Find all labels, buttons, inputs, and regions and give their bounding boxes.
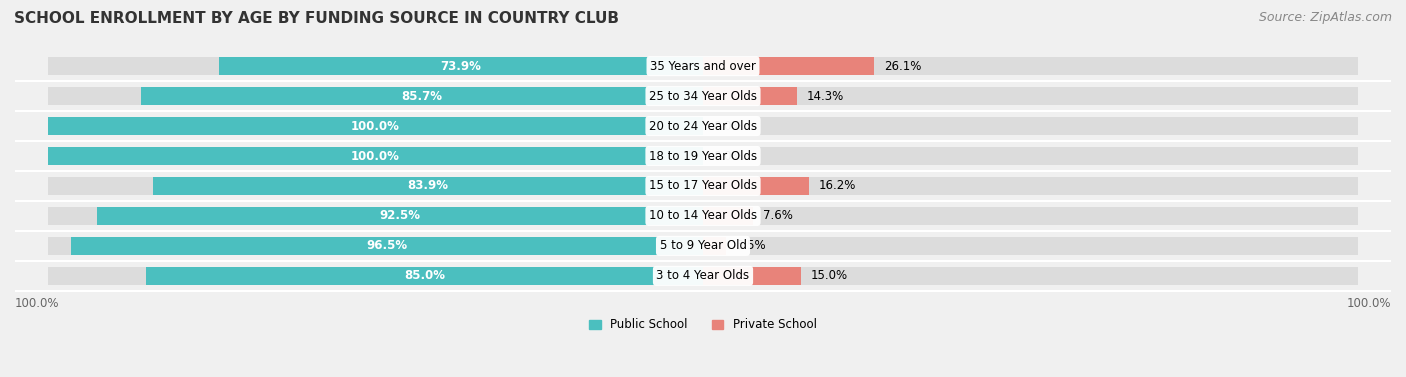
Text: 3 to 4 Year Olds: 3 to 4 Year Olds — [657, 269, 749, 282]
Text: 100.0%: 100.0% — [1347, 297, 1391, 310]
Legend: Public School, Private School: Public School, Private School — [585, 314, 821, 336]
Bar — [703, 87, 797, 106]
Text: 92.5%: 92.5% — [380, 209, 420, 222]
Text: 15 to 17 Year Olds: 15 to 17 Year Olds — [650, 179, 756, 193]
Bar — [48, 207, 703, 225]
Bar — [703, 117, 1358, 135]
Bar — [703, 57, 875, 75]
Bar — [703, 237, 725, 255]
Text: 15.0%: 15.0% — [811, 269, 848, 282]
Text: 0.0%: 0.0% — [713, 120, 742, 133]
Bar — [703, 177, 808, 195]
Text: 26.1%: 26.1% — [884, 60, 921, 73]
Text: Source: ZipAtlas.com: Source: ZipAtlas.com — [1258, 11, 1392, 24]
Bar — [703, 57, 1358, 75]
Text: 73.9%: 73.9% — [440, 60, 481, 73]
Text: 14.3%: 14.3% — [807, 90, 844, 103]
Text: 35 Years and over: 35 Years and over — [650, 60, 756, 73]
Bar — [48, 177, 703, 195]
Text: 85.7%: 85.7% — [402, 90, 443, 103]
Bar — [703, 267, 801, 285]
Text: 5 to 9 Year Old: 5 to 9 Year Old — [659, 239, 747, 252]
Bar — [48, 117, 703, 135]
Bar — [146, 267, 703, 285]
Bar — [48, 147, 703, 165]
Bar — [703, 147, 1358, 165]
Text: 96.5%: 96.5% — [367, 239, 408, 252]
Bar — [142, 87, 703, 106]
Bar — [703, 207, 752, 225]
Bar — [153, 177, 703, 195]
Bar — [48, 237, 703, 255]
Text: 20 to 24 Year Olds: 20 to 24 Year Olds — [650, 120, 756, 133]
Bar — [703, 207, 1358, 225]
Text: 100.0%: 100.0% — [352, 150, 399, 162]
Text: SCHOOL ENROLLMENT BY AGE BY FUNDING SOURCE IN COUNTRY CLUB: SCHOOL ENROLLMENT BY AGE BY FUNDING SOUR… — [14, 11, 619, 26]
Bar — [703, 87, 1358, 106]
Bar — [97, 207, 703, 225]
Bar — [48, 147, 703, 165]
Bar — [703, 177, 1358, 195]
Text: 10 to 14 Year Olds: 10 to 14 Year Olds — [650, 209, 756, 222]
Bar — [219, 57, 703, 75]
Text: 0.0%: 0.0% — [713, 150, 742, 162]
Bar — [703, 237, 1358, 255]
Bar — [70, 237, 703, 255]
Text: 7.6%: 7.6% — [762, 209, 793, 222]
Text: 85.0%: 85.0% — [404, 269, 446, 282]
Bar — [48, 267, 703, 285]
Text: 3.5%: 3.5% — [735, 239, 765, 252]
Bar — [48, 87, 703, 106]
Text: 18 to 19 Year Olds: 18 to 19 Year Olds — [650, 150, 756, 162]
Text: 83.9%: 83.9% — [408, 179, 449, 193]
Bar — [48, 57, 703, 75]
Text: 16.2%: 16.2% — [818, 179, 856, 193]
Bar — [703, 267, 1358, 285]
Text: 100.0%: 100.0% — [15, 297, 59, 310]
Text: 25 to 34 Year Olds: 25 to 34 Year Olds — [650, 90, 756, 103]
Bar — [48, 117, 703, 135]
Text: 100.0%: 100.0% — [352, 120, 399, 133]
